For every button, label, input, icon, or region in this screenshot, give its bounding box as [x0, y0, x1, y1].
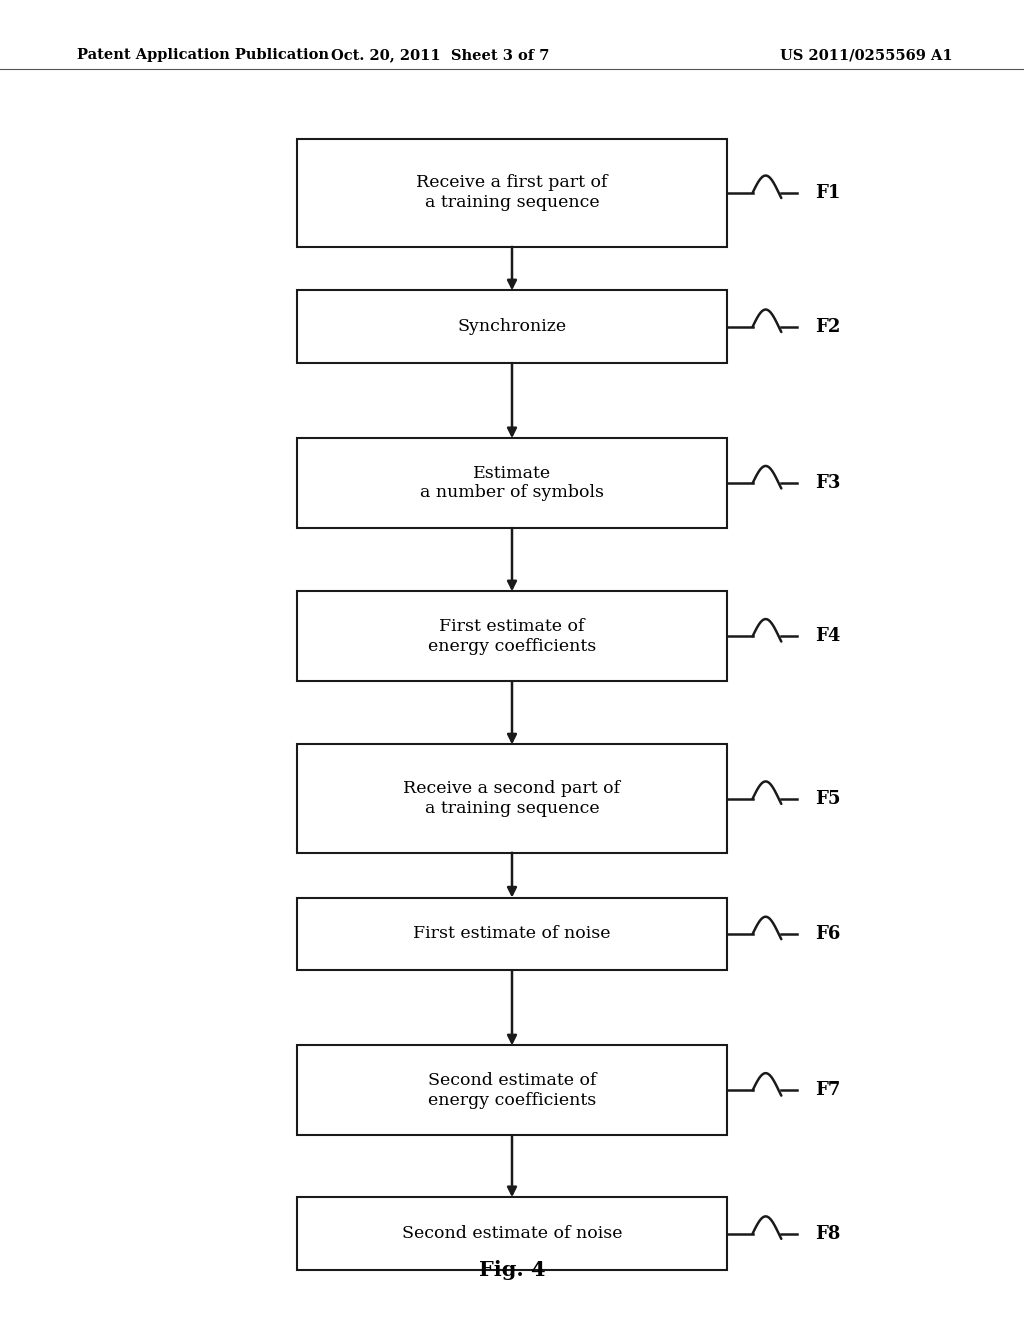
Text: Synchronize: Synchronize	[458, 318, 566, 335]
Bar	[297, 1045, 727, 1135]
Text: Receive a second part of
a training sequence: Receive a second part of a training sequ…	[403, 780, 621, 817]
Text: US 2011/0255569 A1: US 2011/0255569 A1	[779, 49, 952, 62]
Bar	[297, 438, 727, 528]
Text: First estimate of noise: First estimate of noise	[414, 925, 610, 942]
Text: Receive a first part of
a training sequence: Receive a first part of a training seque…	[416, 174, 608, 211]
Bar	[297, 744, 727, 853]
Text: Patent Application Publication: Patent Application Publication	[77, 49, 329, 62]
Text: Second estimate of noise: Second estimate of noise	[401, 1225, 623, 1242]
Text: F8: F8	[815, 1225, 841, 1242]
Text: Oct. 20, 2011  Sheet 3 of 7: Oct. 20, 2011 Sheet 3 of 7	[331, 49, 550, 62]
Bar	[297, 898, 727, 970]
Text: Estimate
a number of symbols: Estimate a number of symbols	[420, 465, 604, 502]
Bar	[297, 591, 727, 681]
Text: F3: F3	[815, 474, 841, 492]
Bar	[297, 139, 727, 247]
Bar	[297, 290, 727, 363]
Text: F1: F1	[815, 183, 841, 202]
Text: F7: F7	[815, 1081, 841, 1100]
Bar	[297, 1197, 727, 1270]
Text: Second estimate of
energy coefficients: Second estimate of energy coefficients	[428, 1072, 596, 1109]
Text: First estimate of
energy coefficients: First estimate of energy coefficients	[428, 618, 596, 655]
Text: F4: F4	[815, 627, 841, 645]
Text: F6: F6	[815, 925, 841, 942]
Text: F5: F5	[815, 789, 841, 808]
Text: Fig. 4: Fig. 4	[478, 1259, 546, 1280]
Text: F2: F2	[815, 318, 841, 335]
